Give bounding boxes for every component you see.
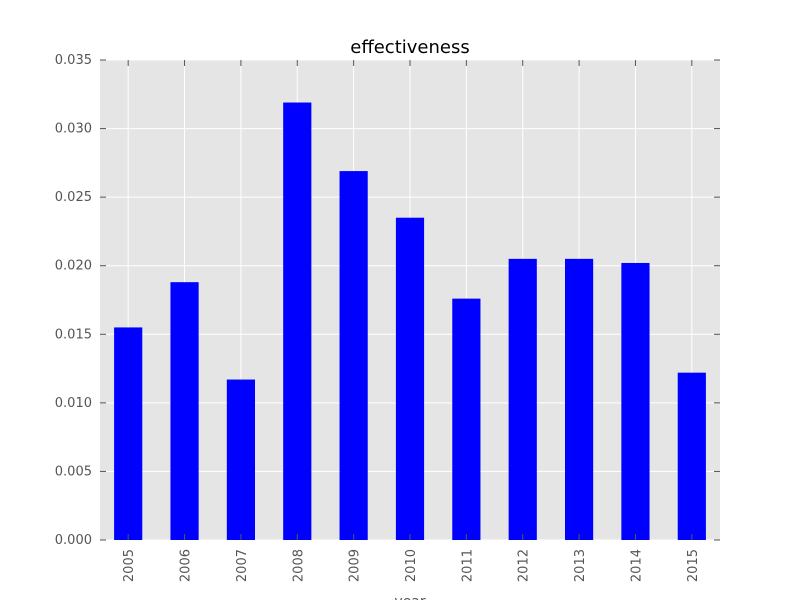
x-tick-label: 2007 — [235, 549, 250, 582]
bar-2015 — [677, 372, 706, 540]
x-ticks: 2005 2006 2007 2008 2009 2010 2011 2012 2013 2014… — [122, 60, 701, 582]
bar-2009 — [339, 171, 368, 541]
y-tick-label: 0.025 — [55, 190, 92, 205]
x-tick-label: 2008 — [291, 549, 306, 582]
bar-2011 — [452, 298, 481, 540]
y-tick-label: 0.005 — [55, 464, 92, 479]
x-tick-label: 2005 — [122, 549, 137, 582]
y-tick-label: 0.010 — [55, 396, 92, 411]
x-tick-label: 2014 — [629, 549, 644, 582]
y-tick-label: 0.000 — [55, 533, 92, 548]
bar-2013 — [565, 258, 594, 540]
bar-2005 — [114, 327, 143, 540]
bar-2008 — [283, 102, 312, 540]
y-tick-label: 0.030 — [55, 122, 92, 137]
bar-2007 — [226, 379, 255, 540]
x-tick-label: 2011 — [460, 549, 475, 582]
bar-2012 — [508, 258, 537, 540]
x-axis-label: year — [394, 594, 425, 600]
x-tick-label: 2006 — [179, 549, 194, 582]
bar-2006 — [170, 282, 199, 540]
x-tick-label: 2012 — [517, 549, 532, 582]
y-ticks: 0.000 0.005 0.010 0.015 0.020 0.025 0.030 0.035 — [55, 53, 720, 548]
bar-2014 — [621, 262, 650, 540]
x-tick-label: 2013 — [573, 549, 588, 582]
x-tick-label: 2015 — [686, 549, 701, 582]
bar-2010 — [395, 217, 425, 540]
bars — [114, 102, 706, 541]
y-tick-label: 0.035 — [55, 53, 92, 68]
y-tick-label: 0.015 — [55, 327, 92, 342]
x-tick-label: 2009 — [348, 549, 363, 582]
chart-title: effectiveness — [350, 37, 469, 58]
y-tick-label: 0.020 — [55, 259, 92, 274]
x-tick-label: 2010 — [404, 549, 419, 582]
